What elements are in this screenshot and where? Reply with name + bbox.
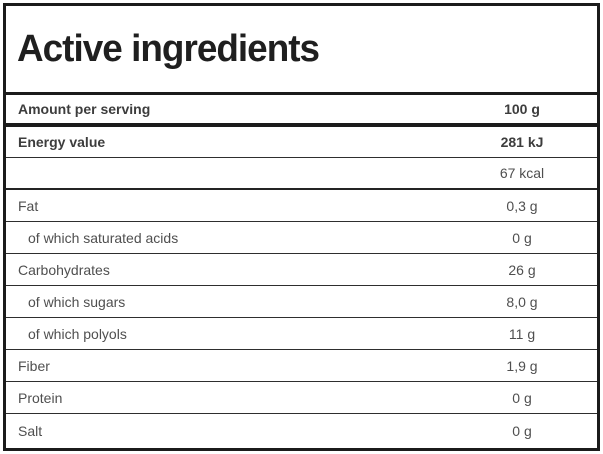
column-header-label: Amount per serving (18, 101, 151, 117)
column-header-value: 100 g (504, 101, 540, 117)
row-label: Fiber (18, 357, 50, 374)
table-title: Active ingredients (17, 28, 320, 70)
table-row-fiber: Fiber 1,9 g (6, 350, 597, 382)
table-row-salt: Salt 0 g (6, 414, 597, 448)
table-row-energy-kj: Energy value 281 kJ (6, 127, 597, 158)
row-label: Fat (18, 197, 39, 214)
row-value: 8,0 g (506, 293, 538, 310)
table-row-sugars: of which sugars 8,0 g (6, 286, 597, 318)
table-row-carbohydrates: Carbohydrates 26 g (6, 254, 597, 286)
row-label: Carbohydrates (18, 261, 110, 278)
row-label: of which sugars (28, 293, 126, 310)
table-row-fat: Fat 0,3 g (6, 190, 597, 222)
nutrition-table: Active ingredients Amount per serving 10… (3, 3, 600, 451)
row-label: of which polyols (28, 325, 127, 342)
row-value: 0 g (512, 423, 532, 439)
row-value: 26 g (508, 261, 536, 278)
row-label: Protein (18, 389, 63, 406)
row-value: 281 kJ (500, 134, 544, 150)
row-value: 0 g (512, 229, 532, 246)
row-label: of which saturated acids (28, 229, 179, 246)
table-row-energy-kcal: 67 kcal (6, 158, 597, 190)
row-value: 0 g (512, 389, 532, 406)
row-value: 0,3 g (506, 197, 538, 214)
table-row-saturated-acids: of which saturated acids 0 g (6, 222, 597, 254)
row-value: 11 g (508, 325, 536, 342)
table-row-amount-per-serving: Amount per serving 100 g (6, 95, 597, 127)
table-header: Active ingredients (6, 6, 597, 95)
row-label: Energy value (18, 134, 106, 150)
table-row-protein: Protein 0 g (6, 382, 597, 414)
row-value: 1,9 g (506, 357, 538, 374)
row-label: Salt (18, 423, 43, 439)
row-value: 67 kcal (499, 165, 545, 181)
table-row-polyols: of which polyols 11 g (6, 318, 597, 350)
